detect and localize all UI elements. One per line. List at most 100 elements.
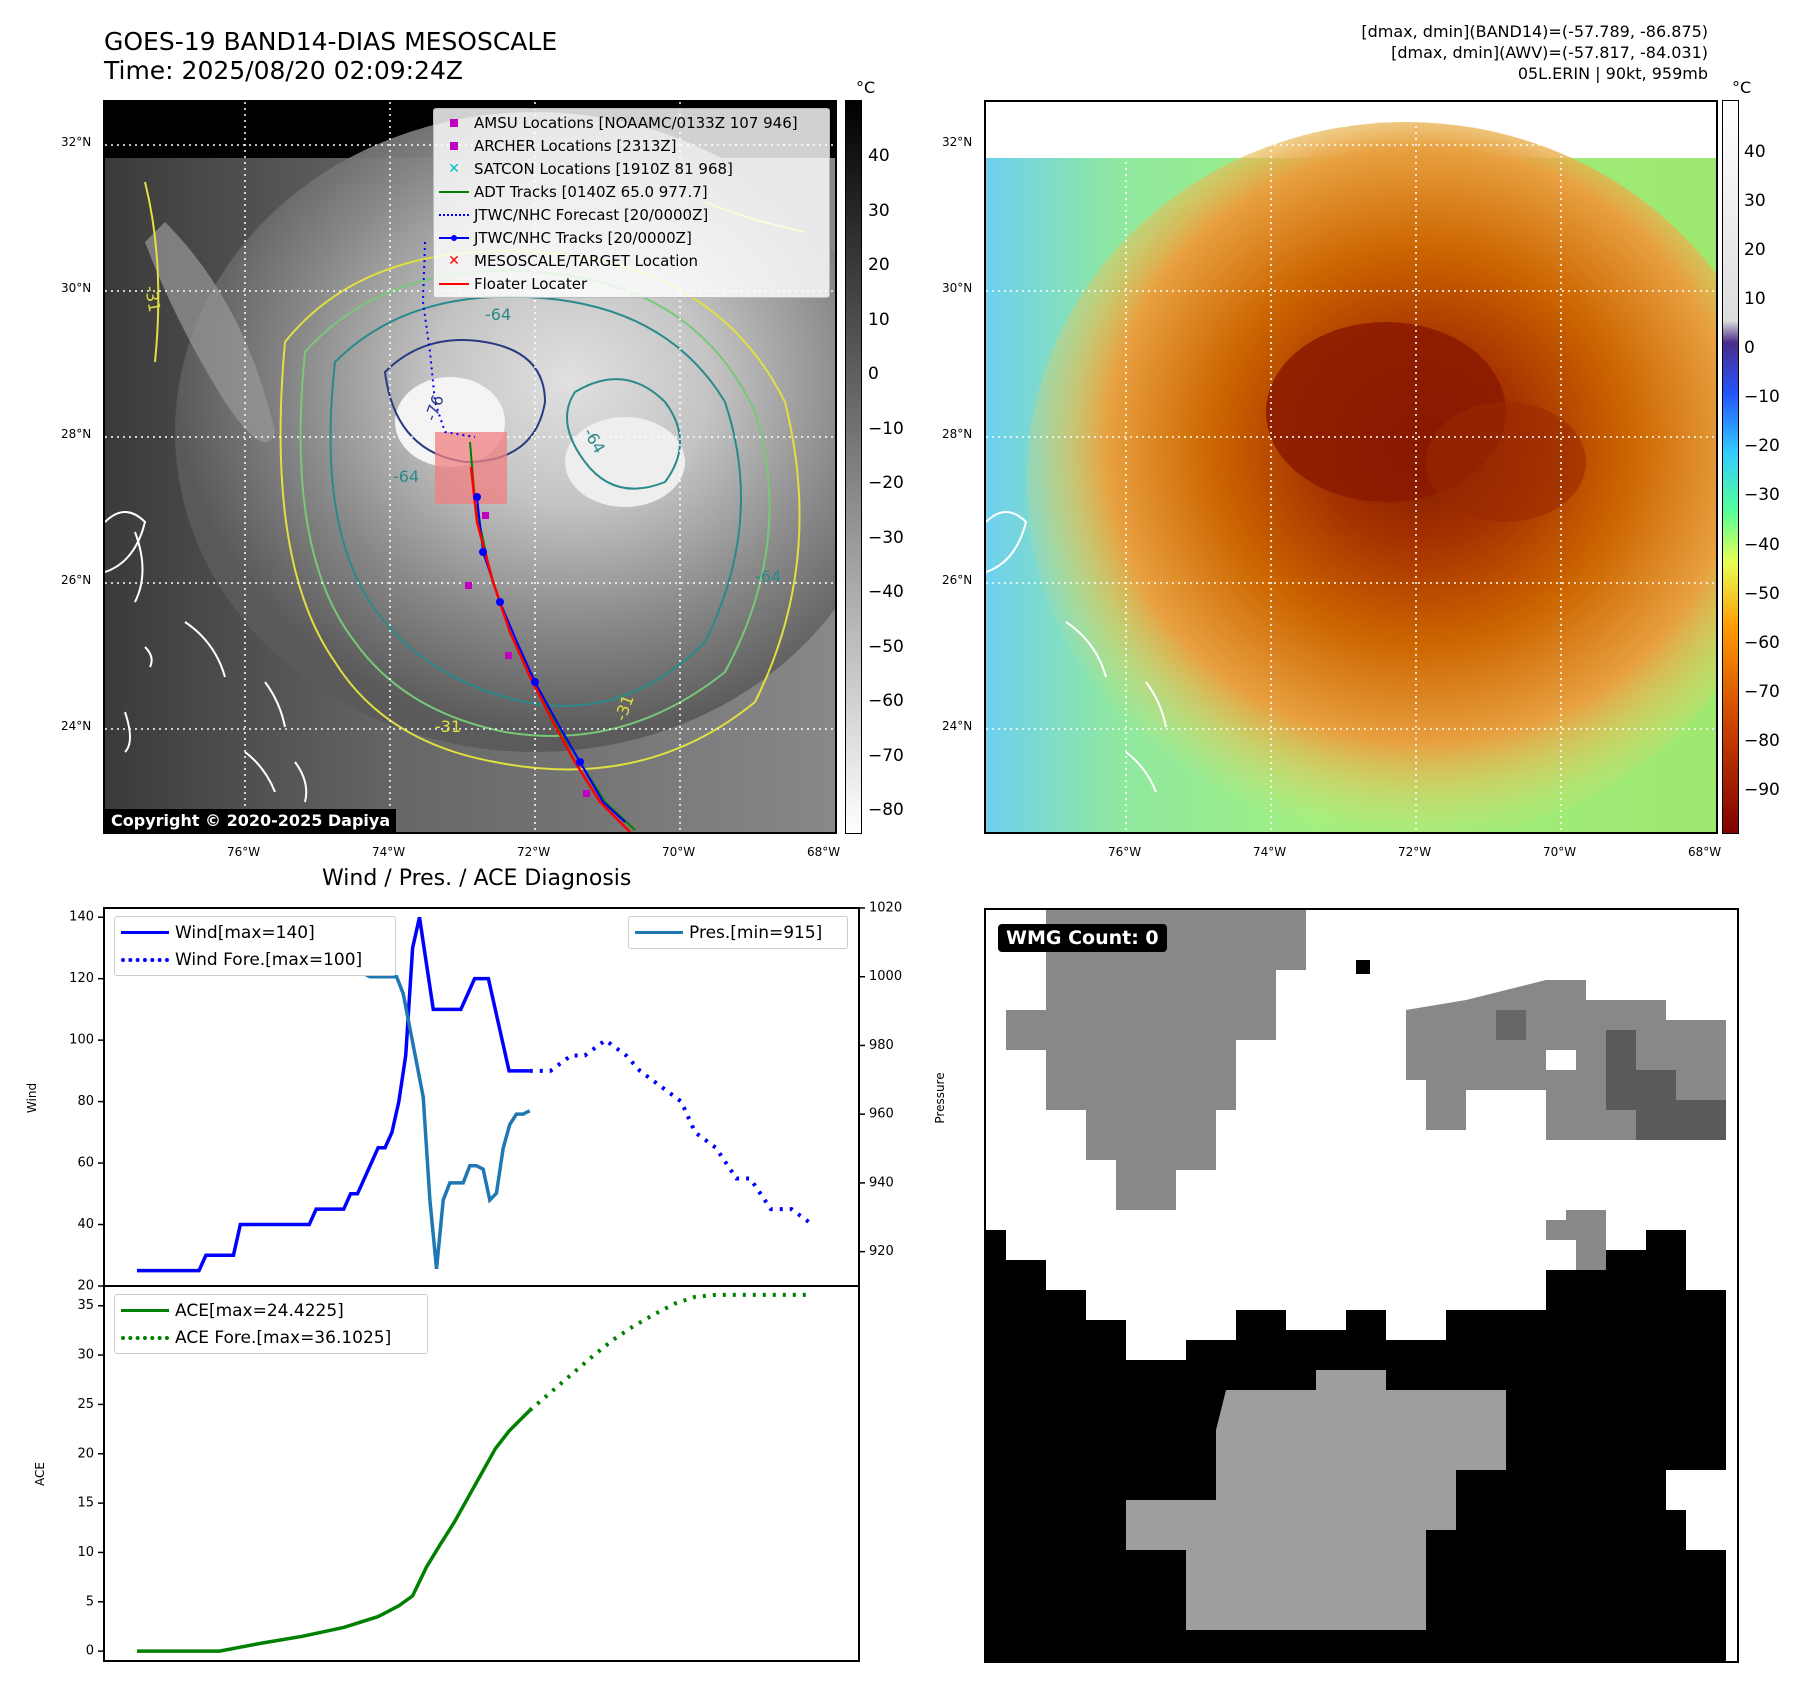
- stats-line1: [dmax, dmin](BAND14)=(-57.789, -86.875): [1361, 22, 1708, 41]
- figure-title-line2: Time: 2025/08/20 02:09:24Z: [104, 56, 463, 85]
- legend-item: Floater Locater: [434, 272, 829, 295]
- lat-tick-label: 26°N: [942, 573, 973, 587]
- wind-axis-label: Wind: [25, 1083, 39, 1113]
- floater-track: [469, 466, 631, 832]
- colorbar-tick-label: 0: [868, 364, 879, 384]
- colorbar-tick-label: −10: [1744, 387, 1780, 407]
- lon-tick-label: 74°W: [1253, 845, 1287, 859]
- axis-tick-label: 60: [77, 1156, 94, 1171]
- legend-label: SATCON Locations [1910Z 81 968]: [474, 159, 733, 178]
- wind-legend: Wind[max=140] Wind Fore.[max=100]: [114, 916, 396, 976]
- axis-tick-label: 100: [69, 1033, 94, 1048]
- legend-item: JTWC/NHC Tracks [20/0000Z]: [434, 226, 829, 249]
- colorbar-tick-label: −80: [1744, 731, 1780, 751]
- legend-symbol: [434, 213, 474, 216]
- legend-symbol: ✕: [448, 252, 460, 269]
- lon-tick-label: 70°W: [1543, 845, 1577, 859]
- lon-tick-label: 76°W: [227, 845, 261, 859]
- legend-symbol: ✕: [448, 160, 460, 177]
- colorbar-tick-label: 40: [1744, 142, 1766, 162]
- storm-summary: 05L.ERIN | 90kt, 959mb: [1517, 64, 1708, 83]
- axis-tick-label: 1000: [869, 969, 902, 984]
- colorbar-tick-label: −20: [868, 473, 904, 493]
- ace-axis-label: ACE: [33, 1462, 47, 1486]
- wind-fore-legend-label: Wind Fore.[max=100]: [175, 949, 363, 970]
- legend-label: AMSU Locations [NOAAMC/0133Z 107 946]: [474, 113, 798, 132]
- ir-colorbar-unit: °C: [856, 78, 876, 97]
- ir-colorbar: [845, 100, 862, 834]
- ace-series-line: [137, 1409, 531, 1653]
- axis-tick-label: 80: [77, 1094, 94, 1109]
- colorbar-tick-label: 30: [868, 201, 890, 221]
- map-legend: AMSU Locations [NOAAMC/0133Z 107 946] ARC…: [433, 108, 830, 298]
- axis-tick-label: 25: [77, 1397, 94, 1412]
- colorbar-tick-label: −80: [868, 800, 904, 820]
- colorbar-tick-label: −40: [1744, 535, 1780, 555]
- colorbar-tick-label: −30: [1744, 485, 1780, 505]
- figure-title-line1: GOES-19 BAND14-DIAS MESOSCALE: [104, 27, 558, 56]
- wmg-count-badge: WMG Count: 0: [998, 924, 1167, 952]
- wind-legend-label: Wind[max=140]: [175, 922, 315, 943]
- legend-label: ARCHER Locations [2313Z]: [474, 136, 677, 155]
- copyright-label: Copyright © 2020-2025 Dapiya: [105, 809, 397, 832]
- axis-tick-label: 35: [77, 1298, 94, 1313]
- legend-label: MESOSCALE/TARGET Location: [474, 251, 699, 270]
- lat-tick-label: 32°N: [942, 135, 973, 149]
- axis-tick-label: 10: [77, 1545, 94, 1560]
- colorbar-tick-label: −60: [1744, 633, 1780, 653]
- ir-satellite-map: -64 -76 -64 -64 -64 -31 -31 -31 AMSU Loc…: [103, 100, 837, 834]
- axis-tick-label: 1020: [869, 901, 902, 916]
- legend-item: AMSU Locations [NOAAMC/0133Z 107 946]: [434, 111, 829, 134]
- awv-map: [984, 100, 1718, 834]
- contour-label: -64: [393, 467, 419, 486]
- ace-forecast-series-line: [528, 1292, 813, 1412]
- colorbar-tick-label: −50: [868, 637, 904, 657]
- lat-tick-label: 32°N: [61, 135, 92, 149]
- ace-frame: [103, 1285, 860, 1662]
- colorbar-tick-label: 10: [868, 310, 890, 330]
- legend-item: ADT Tracks [0140Z 65.0 977.7]: [434, 180, 829, 203]
- lat-tick-label: 28°N: [61, 427, 92, 441]
- contour-label: -31: [141, 284, 164, 313]
- lat-tick-label: 26°N: [61, 573, 92, 587]
- pressure-axis-label: Pressure: [933, 1072, 947, 1123]
- legend-symbol: [434, 234, 474, 241]
- legend-label: ADT Tracks [0140Z 65.0 977.7]: [474, 182, 708, 201]
- stats-line2: [dmax, dmin](AWV)=(-57.817, -84.031): [1391, 43, 1708, 62]
- colorbar-tick-label: −10: [868, 419, 904, 439]
- lat-tick-label: 24°N: [61, 719, 92, 733]
- wmg-grid: [986, 910, 1737, 1661]
- axis-tick-label: 120: [69, 971, 94, 986]
- wind-forecast-series-line: [529, 1037, 814, 1227]
- wmg-panel: WMG Count: 0: [984, 908, 1739, 1663]
- axis-tick-label: 40: [77, 1217, 94, 1232]
- colorbar-tick-label: −70: [1744, 682, 1780, 702]
- colorbar-tick-label: −40: [868, 582, 904, 602]
- colorbar-tick-label: 30: [1744, 191, 1766, 211]
- legend-label: Floater Locater: [474, 274, 588, 293]
- pressure-legend-label: Pres.[min=915]: [689, 922, 823, 943]
- axis-tick-label: 0: [86, 1644, 94, 1659]
- contour-label: -64: [755, 567, 781, 586]
- colorbar-tick-label: −50: [1744, 584, 1780, 604]
- axis-tick-label: 940: [869, 1175, 894, 1190]
- colorbar-tick-label: −30: [868, 528, 904, 548]
- legend-item: JTWC/NHC Forecast [20/0000Z]: [434, 203, 829, 226]
- wind-series-line: [137, 916, 530, 1273]
- axis-tick-label: 980: [869, 1038, 894, 1053]
- legend-item: ✕ SATCON Locations [1910Z 81 968]: [434, 157, 829, 180]
- axis-tick-label: 30: [77, 1348, 94, 1363]
- lon-tick-label: 68°W: [1688, 845, 1722, 859]
- axis-tick-label: 20: [77, 1279, 94, 1294]
- axis-tick-label: 920: [869, 1244, 894, 1259]
- awv-colorbar: [1722, 100, 1739, 834]
- colorbar-tick-label: −70: [868, 746, 904, 766]
- colorbar-tick-label: −60: [868, 691, 904, 711]
- legend-item: ARCHER Locations [2313Z]: [434, 134, 829, 157]
- legend-label: JTWC/NHC Forecast [20/0000Z]: [474, 205, 709, 224]
- lon-tick-label: 76°W: [1108, 845, 1142, 859]
- colorbar-tick-label: 10: [1744, 289, 1766, 309]
- colorbar-tick-label: 0: [1744, 338, 1755, 358]
- legend-symbol: [434, 141, 474, 150]
- colorbar-tick-label: 40: [868, 146, 890, 166]
